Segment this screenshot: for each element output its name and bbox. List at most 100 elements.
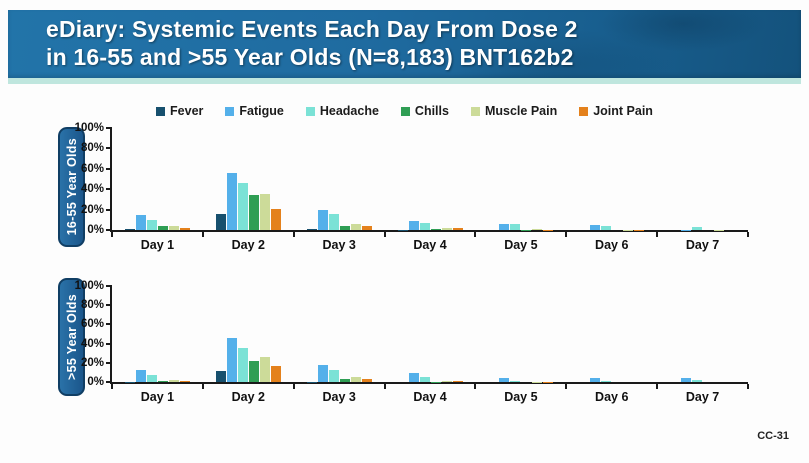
bar-fatigue bbox=[590, 378, 601, 382]
bar-muscle-pain bbox=[259, 357, 270, 382]
bar-group-day-6: Day 6 bbox=[565, 128, 657, 252]
bar-headache bbox=[601, 225, 612, 230]
chart-legend: Fever Fatigue Headache Chills Muscle Pain Joi… bbox=[0, 104, 809, 118]
x-axis-category-label: Day 7 bbox=[685, 390, 720, 404]
legend-item-joint-pain: Joint Pain bbox=[579, 104, 653, 118]
bar-group-day-7: Day 7 bbox=[656, 286, 748, 404]
legend-item-fever: Fever bbox=[156, 104, 203, 118]
bar-muscle-pain bbox=[532, 228, 543, 230]
x-axis-category-label: Day 5 bbox=[504, 390, 538, 404]
x-axis-tick-mark bbox=[474, 384, 477, 389]
bar-headache bbox=[146, 375, 157, 382]
legend-swatch-icon bbox=[579, 106, 589, 116]
bar-joint-pain bbox=[452, 381, 463, 382]
y-axis-tick-mark bbox=[106, 127, 112, 129]
y-axis-tick-label: 60% bbox=[80, 162, 104, 175]
bar-headache bbox=[237, 183, 248, 230]
y-axis-tick-label: 100% bbox=[74, 280, 104, 292]
bar-chills bbox=[430, 228, 441, 230]
bar-group-day-3: Day 3 bbox=[292, 128, 385, 252]
bar-fatigue bbox=[226, 337, 237, 382]
legend-item-chills: Chills bbox=[400, 104, 449, 118]
x-axis-tick-mark bbox=[111, 384, 113, 389]
y-axis-tick-mark bbox=[106, 229, 112, 231]
y-axis-tick-label: 0% bbox=[87, 224, 104, 236]
bar-muscle-pain bbox=[168, 225, 179, 230]
bar-chills bbox=[248, 195, 259, 230]
bar-joint-pain bbox=[361, 379, 372, 382]
slide-title: eDiary: Systemic Events Each Day From Do… bbox=[8, 10, 801, 71]
legend-item-muscle-pain: Muscle Pain bbox=[470, 104, 558, 118]
legend-label: Fatigue bbox=[239, 104, 284, 118]
bar-fever bbox=[124, 228, 135, 230]
bar-muscle-pain bbox=[350, 377, 361, 382]
bar-chills bbox=[339, 379, 350, 382]
bar-headache bbox=[419, 377, 430, 382]
bar-muscle-pain bbox=[623, 229, 634, 230]
bar-fever bbox=[397, 229, 408, 230]
bar-joint-pain bbox=[361, 225, 372, 230]
x-axis-tick-mark bbox=[474, 232, 477, 237]
x-axis-end-tick-mark bbox=[747, 232, 749, 237]
legend-item-headache: Headache bbox=[305, 104, 379, 118]
bar-group-day-6: Day 6 bbox=[565, 286, 657, 404]
y-axis-tick-mark bbox=[106, 323, 112, 326]
age-group-label-over-55: >55 Year Olds bbox=[58, 278, 85, 396]
bar-joint-pain bbox=[179, 380, 190, 382]
bar-chills bbox=[521, 229, 532, 230]
legend-item-fatigue: Fatigue bbox=[225, 104, 284, 118]
bar-muscle-pain bbox=[714, 229, 725, 230]
legend-label: Muscle Pain bbox=[484, 104, 558, 118]
x-axis-category-label: Day 7 bbox=[685, 238, 720, 252]
bar-chills bbox=[157, 225, 168, 230]
bar-fatigue bbox=[317, 209, 328, 230]
bar-group-day-5: Day 5 bbox=[474, 128, 566, 252]
bar-headache bbox=[237, 348, 248, 382]
y-axis-tick-label: 40% bbox=[80, 337, 104, 350]
age-group-label-16-55-text: 16-55 Year Olds bbox=[64, 138, 79, 236]
y-axis-tick-mark bbox=[106, 381, 112, 383]
y-axis-tick-label: 20% bbox=[80, 356, 104, 369]
bar-group-day-4: Day 4 bbox=[383, 128, 476, 252]
bar-group-day-4: Day 4 bbox=[383, 286, 476, 404]
bar-headache bbox=[419, 222, 430, 230]
x-axis-tick-mark bbox=[656, 384, 659, 389]
x-axis-category-label: Day 2 bbox=[231, 238, 265, 252]
slide-title-line1: eDiary: Systemic Events Each Day From Do… bbox=[46, 16, 578, 42]
y-axis-tick-label: 80% bbox=[80, 142, 104, 155]
bar-headache bbox=[328, 369, 339, 382]
y-axis-tick-mark bbox=[106, 188, 112, 191]
slide-title-line2: in 16-55 and >55 Year Olds (N=8,183) BNT… bbox=[46, 44, 574, 70]
bar-group-day-2: Day 2 bbox=[201, 286, 294, 404]
bar-fatigue bbox=[226, 172, 237, 230]
bar-chills bbox=[157, 381, 168, 382]
x-axis-tick-mark bbox=[292, 384, 295, 389]
y-axis-tick-mark bbox=[106, 167, 112, 170]
bar-group-day-5: Day 5 bbox=[474, 286, 566, 404]
bar-headache bbox=[692, 226, 703, 230]
bar-group-day-7: Day 7 bbox=[656, 128, 748, 252]
x-axis-tick-mark bbox=[201, 232, 204, 237]
x-axis-tick-mark bbox=[383, 384, 386, 389]
bar-headache bbox=[510, 380, 521, 382]
x-axis-category-label: Day 1 bbox=[140, 238, 175, 252]
bar-fatigue bbox=[408, 220, 419, 230]
bar-headache bbox=[692, 380, 703, 382]
x-axis-tick-mark bbox=[292, 232, 295, 237]
y-axis-tick-label: 60% bbox=[80, 318, 104, 331]
y-axis-tick-mark bbox=[106, 304, 112, 307]
bar-fatigue bbox=[408, 373, 419, 382]
bar-fatigue bbox=[681, 229, 692, 230]
bar-headache bbox=[510, 223, 521, 230]
bar-muscle-pain bbox=[350, 223, 361, 230]
bar-muscle-pain bbox=[441, 227, 452, 230]
bar-group-day-3: Day 3 bbox=[292, 286, 385, 404]
x-axis-tick-mark bbox=[565, 384, 568, 389]
legend-label: Fever bbox=[170, 104, 204, 118]
bar-group-day-1: Day 1 bbox=[111, 128, 203, 252]
legend-label: Joint Pain bbox=[593, 104, 653, 118]
x-axis-category-label: Day 4 bbox=[413, 238, 447, 252]
legend-swatch-icon bbox=[225, 106, 235, 116]
age-group-label-16-55: 16-55 Year Olds bbox=[58, 127, 85, 247]
